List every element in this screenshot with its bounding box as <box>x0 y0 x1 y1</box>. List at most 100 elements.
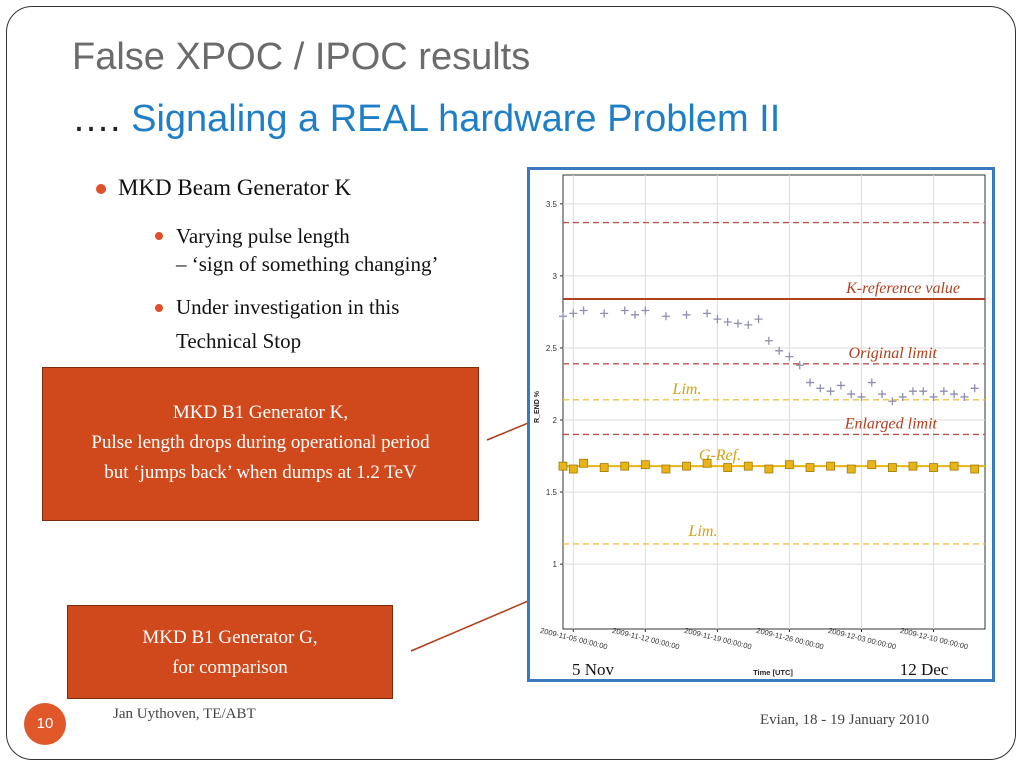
y-tick-label: 1 <box>553 560 558 569</box>
footer-author: Jan Uythoven, TE/ABT <box>113 706 256 722</box>
slide-subtitle: …. Signaling a REAL hardware Problem II <box>72 98 780 141</box>
data-point-k <box>898 392 907 401</box>
data-point-k <box>847 390 856 399</box>
callout-generator-k: MKD B1 Generator K, Pulse length drops d… <box>42 367 479 521</box>
x-axis-label: Time [UTC] <box>753 668 793 677</box>
data-point-k <box>744 320 753 329</box>
data-point-g <box>682 461 691 471</box>
data-point-k <box>878 390 887 399</box>
reference-line-label: Lim. <box>672 381 702 398</box>
data-point-k <box>754 315 763 324</box>
reference-line-label: Enlarged limit <box>844 415 938 432</box>
data-point-k <box>836 381 845 390</box>
data-point-k <box>826 387 835 396</box>
data-point-k <box>806 378 815 387</box>
data-point-g <box>805 463 815 472</box>
subtitle-text: Signaling a REAL hardware Problem II <box>120 98 781 140</box>
bullet-sub1-line2: – ‘sign of something changing’ <box>176 252 439 276</box>
data-point-k <box>950 390 959 399</box>
data-point-k <box>888 397 897 406</box>
data-point-k <box>661 312 670 321</box>
data-point-k <box>775 346 784 355</box>
callout-k-line3: but ‘jumps back’ when dumps at 1.2 TeV <box>104 462 417 483</box>
bullet-dot-icon <box>96 184 106 194</box>
callout-g-line2: for comparison <box>172 657 288 678</box>
bullet-sub1: Varying pulse length – ‘sign of somethin… <box>155 218 439 282</box>
data-point-g <box>764 464 774 474</box>
data-point-k <box>857 392 866 401</box>
data-point-g <box>640 460 650 470</box>
data-point-k <box>713 315 722 324</box>
data-point-k <box>600 309 609 318</box>
data-point-k <box>703 309 712 318</box>
data-point-g <box>661 464 671 474</box>
data-point-g <box>908 461 918 471</box>
data-point-g <box>949 461 959 471</box>
data-point-g <box>620 461 630 471</box>
bullet-sub1-line1: Varying pulse length <box>176 224 350 248</box>
data-point-k <box>631 310 640 319</box>
y-tick-label: 1.5 <box>546 488 558 497</box>
bullet-main-text: MKD Beam Generator K <box>118 175 352 200</box>
data-point-k <box>682 310 691 319</box>
data-point-g <box>867 460 877 470</box>
bullet-dot-icon <box>155 232 163 240</box>
data-point-g <box>568 464 578 474</box>
data-point-g <box>743 461 753 471</box>
y-tick-label: 2 <box>553 416 558 425</box>
date-label-start: 5 Nov <box>572 660 615 679</box>
data-point-k <box>785 352 794 361</box>
data-point-k <box>929 392 938 401</box>
data-point-k <box>641 306 650 315</box>
slide-title: False XPOC / IPOC results <box>72 36 531 78</box>
data-point-g <box>785 460 794 470</box>
data-point-k <box>795 361 804 370</box>
bullet-sub2: Under investigation in this Technical St… <box>155 290 400 358</box>
reference-line-label: Lim. <box>688 523 718 540</box>
y-tick-label: 3 <box>553 272 558 281</box>
bullet-main: MKD Beam Generator K <box>96 175 352 201</box>
bullet-dot-icon <box>155 304 163 312</box>
data-point-k <box>939 387 948 396</box>
bullet-sub2-line2: Technical Stop <box>176 329 302 353</box>
callout-generator-g: MKD B1 Generator G, for comparison <box>67 605 393 699</box>
data-point-g <box>970 464 980 474</box>
data-point-g <box>702 458 712 468</box>
data-point-k <box>867 378 876 387</box>
data-point-g <box>599 463 609 472</box>
bullet-sub2-line1: Under investigation in this <box>176 295 400 319</box>
footer-event: Evian, 18 - 19 January 2010 <box>760 712 930 728</box>
data-point-g <box>579 458 588 468</box>
callout-g-line1: MKD B1 Generator G, <box>142 627 318 648</box>
reference-line-label: K-reference value <box>845 280 960 297</box>
data-point-k <box>764 336 773 345</box>
data-point-g <box>826 461 836 471</box>
data-point-k <box>960 392 969 401</box>
data-point-g <box>846 464 856 474</box>
page-number: 10 <box>24 703 66 745</box>
y-axis-label: R_END % <box>534 390 541 423</box>
subtitle-dots: …. <box>72 98 121 140</box>
data-point-k <box>559 312 567 321</box>
data-point-k <box>620 306 629 315</box>
callout-k-line1: MKD B1 Generator K, <box>172 402 349 423</box>
callout-k-line2: Pulse length drops during operational pe… <box>91 432 430 453</box>
data-point-k <box>579 306 588 315</box>
data-point-g <box>887 463 897 472</box>
y-tick-label: 2.5 <box>546 344 558 353</box>
data-point-k <box>569 309 578 318</box>
data-point-k <box>919 387 928 396</box>
date-label-end: 12 Dec <box>900 660 949 679</box>
chart-container: 1 1.5 2 2.5 3 3.5 2009-11-05 00:00:00 2009-11-1… <box>527 167 995 682</box>
reference-line-label: Original limit <box>849 345 938 362</box>
data-point-k <box>970 384 979 393</box>
data-point-g <box>558 461 568 471</box>
data-point-k <box>908 387 917 396</box>
data-point-k <box>723 318 732 327</box>
data-point-g <box>723 463 733 472</box>
plot-area <box>562 174 986 630</box>
data-point-g <box>929 463 938 472</box>
data-point-k <box>733 319 742 328</box>
y-tick-label: 3.5 <box>546 200 558 209</box>
